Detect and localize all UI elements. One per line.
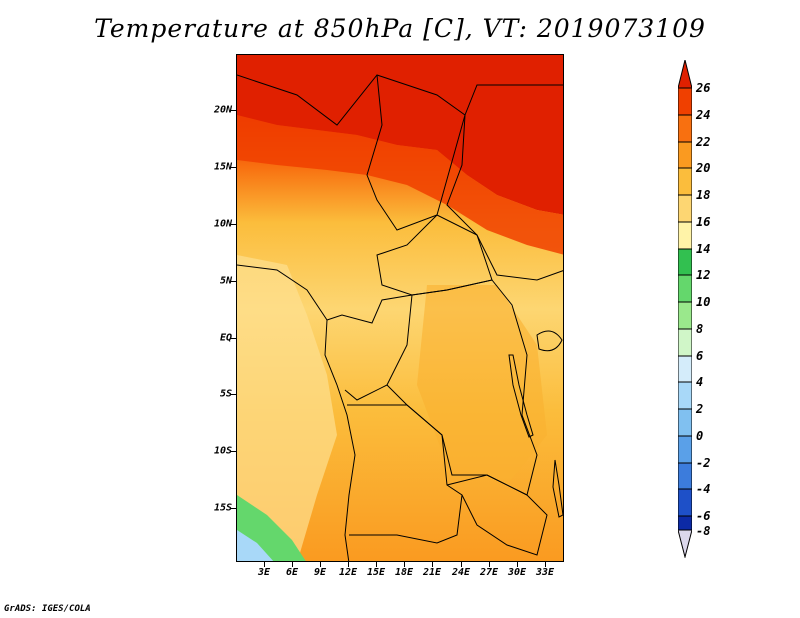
colorbar-label: -8: [696, 524, 711, 538]
colorbar-segment: [678, 381, 692, 410]
lon-label-3e: 3E: [257, 567, 271, 578]
colorbar-segment: [678, 488, 692, 517]
colorbar: [678, 60, 692, 558]
lon-tick: [489, 562, 490, 567]
lat-tick: [230, 281, 236, 282]
lat-tick: [230, 451, 236, 452]
eastern-warm-zone: [417, 285, 547, 485]
temperature-map[interactable]: [236, 54, 564, 562]
lake-victoria: [536, 330, 563, 352]
colorbar-label: 24: [696, 108, 711, 122]
lon-tick: [264, 562, 265, 567]
border-sahel: [237, 74, 563, 126]
colorbar-label: 18: [696, 188, 711, 202]
colorbar-segment: [678, 408, 692, 437]
coastline-west: [237, 264, 356, 561]
colorbar-label: 20: [696, 161, 711, 175]
lon-tick: [461, 562, 462, 567]
colorbar-label: 14: [696, 242, 711, 256]
lon-label-15e: 15E: [366, 567, 386, 578]
lat-tick: [230, 394, 236, 395]
lat-label-15n: 15N: [213, 161, 232, 173]
colorbar-segment: [678, 355, 692, 383]
lon-tick: [292, 562, 293, 567]
lat-label-10n: 10N: [213, 218, 232, 230]
lon-tick: [376, 562, 377, 567]
map-canvas: [237, 55, 563, 561]
colorbar-label: 16: [696, 215, 711, 229]
colorbar-segment: [678, 87, 692, 116]
colorbar-label: -4: [696, 482, 711, 496]
lat-label-5n: 5N: [219, 275, 232, 287]
colorbar-label: 4: [696, 375, 704, 389]
lat-label-5s: 5S: [219, 388, 232, 400]
colorbar-bottom-arrow: [678, 529, 692, 558]
lat-label-20n: 20N: [213, 104, 232, 116]
colorbar-label: -2: [696, 456, 711, 470]
colorbar-label: -6: [696, 509, 711, 523]
colorbar-label: 12: [696, 268, 711, 282]
colorbar-segment: [678, 515, 692, 531]
lat-tick: [230, 167, 236, 168]
border-zambia: [446, 474, 548, 556]
colorbar-segment: [678, 221, 692, 250]
colorbar-label: 2: [696, 402, 704, 416]
lon-label-24e: 24E: [451, 567, 471, 578]
cool-zone-west: [237, 255, 337, 561]
lon-label-33e: 33E: [535, 567, 555, 578]
lon-label-6e: 6E: [285, 567, 299, 578]
colorbar-label: 6: [696, 349, 704, 363]
lon-tick: [545, 562, 546, 567]
hot-zone-north: [237, 55, 563, 215]
colorbar-segment: [678, 167, 692, 196]
lake-tanganyika: [508, 354, 534, 438]
colorbar-segment: [678, 328, 692, 357]
lat-tick: [230, 224, 236, 225]
colorbar-segment: [678, 435, 692, 464]
lon-label-30e: 30E: [507, 567, 527, 578]
lon-label-9e: 9E: [313, 567, 327, 578]
colorbar-segment: [678, 194, 692, 223]
credit-text: GrADS: IGES/COLA: [4, 604, 91, 614]
colorbar-segment: [678, 301, 692, 330]
lon-label-12e: 12E: [338, 567, 358, 578]
lon-tick: [432, 562, 433, 567]
colorbar-label: 26: [696, 81, 711, 95]
lon-tick: [404, 562, 405, 567]
lon-tick: [348, 562, 349, 567]
colorbar-segment: [678, 114, 692, 143]
lat-tick: [230, 110, 236, 111]
colorbar-segment: [678, 248, 692, 276]
southwest-colder-sea: [237, 530, 274, 561]
colorbar-segment: [678, 462, 692, 490]
warm-zone-north: [237, 115, 563, 255]
lake-malawi: [552, 459, 563, 518]
lon-label-27e: 27E: [479, 567, 499, 578]
lat-tick: [230, 508, 236, 509]
lon-tick: [517, 562, 518, 567]
colorbar-label: 10: [696, 295, 711, 309]
colorbar-segment: [678, 141, 692, 169]
lat-label-10s: 10S: [213, 445, 232, 457]
colorbar-label: 22: [696, 135, 711, 149]
lon-label-21e: 21E: [422, 567, 442, 578]
lat-tick: [230, 338, 236, 339]
lon-label-18e: 18E: [394, 567, 414, 578]
chart-title: Temperature at 850hPa [C], VT: 201907310…: [94, 14, 706, 43]
colorbar-label: 0: [696, 429, 704, 443]
lat-label-15s: 15S: [213, 502, 232, 514]
colorbar-label: 8: [696, 322, 704, 336]
lat-label-eq: EQ: [219, 332, 232, 344]
lon-tick: [320, 562, 321, 567]
colorbar-segment: [678, 274, 692, 303]
colorbar-top-arrow: [678, 60, 692, 89]
